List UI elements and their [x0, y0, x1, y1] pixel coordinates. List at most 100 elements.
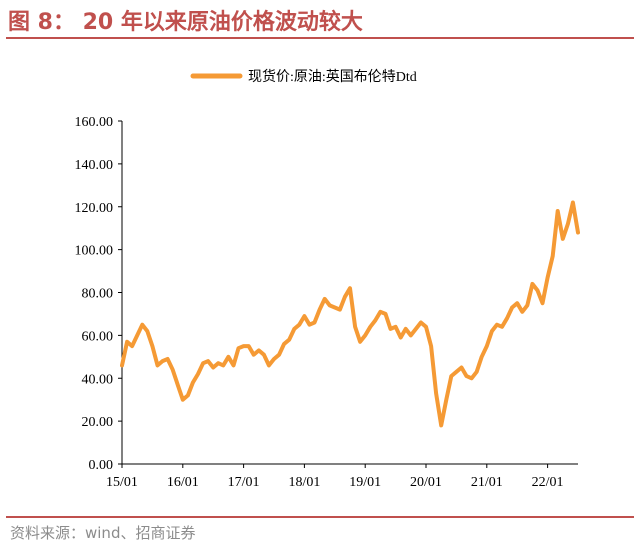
data-point [576, 231, 580, 234]
data-point [135, 333, 139, 337]
data-point [566, 222, 570, 226]
data-point [389, 327, 392, 331]
data-point [480, 355, 484, 359]
data-point [206, 359, 210, 363]
data-point [262, 353, 266, 357]
data-point [399, 336, 403, 339]
data-point [530, 282, 534, 286]
data-point [242, 344, 246, 348]
data-point [161, 359, 164, 363]
y-tick-label: 80.00 [82, 287, 114, 302]
data-point [495, 323, 499, 327]
data-point [475, 370, 479, 374]
data-point [571, 201, 575, 204]
data-point [226, 355, 230, 359]
data-point [546, 276, 550, 279]
data-point [449, 374, 453, 378]
data-point [257, 348, 261, 352]
data-point [191, 381, 195, 384]
data-point [348, 286, 352, 290]
figure-title: 图 8： 20 年以来原油价格波动较大 [8, 10, 363, 35]
data-point [237, 346, 240, 350]
data-point [434, 391, 438, 395]
data-point [454, 370, 458, 374]
chart-series [120, 200, 580, 428]
data-point [414, 327, 418, 331]
data-point [404, 327, 408, 331]
data-point [130, 344, 134, 348]
data-point [150, 344, 154, 348]
data-point [282, 342, 286, 346]
data-point [186, 393, 190, 397]
data-point [384, 312, 387, 316]
data-point [358, 340, 362, 344]
footer-divider [6, 516, 634, 518]
data-point [343, 295, 347, 299]
data-point [460, 366, 463, 369]
data-point [424, 325, 428, 329]
data-point [292, 327, 296, 331]
data-point [419, 321, 423, 324]
source-note: 资料来源：wind、招商证券 [10, 524, 196, 542]
x-tick-label: 21/01 [471, 475, 503, 490]
y-tick-label: 100.00 [75, 244, 114, 259]
y-tick-label: 40.00 [82, 372, 114, 387]
data-point [272, 357, 276, 361]
data-point [429, 344, 433, 348]
y-tick-label: 160.00 [75, 115, 114, 130]
title-divider [6, 37, 634, 39]
y-tick-label: 60.00 [82, 329, 114, 344]
data-point [353, 325, 357, 329]
data-point [510, 306, 514, 309]
y-tick-label: 20.00 [82, 415, 114, 430]
data-point [196, 372, 200, 376]
data-point [490, 329, 494, 333]
x-tick-label: 22/01 [532, 475, 564, 490]
y-tick-label: 0.00 [89, 458, 114, 473]
data-point [156, 363, 159, 367]
x-tick-label: 19/01 [349, 475, 381, 490]
data-point [277, 353, 281, 357]
data-point [166, 357, 170, 361]
data-point [232, 363, 235, 367]
data-point [302, 314, 306, 318]
data-point [465, 374, 468, 378]
data-point [145, 329, 149, 333]
data-point [561, 237, 565, 241]
data-point [287, 338, 291, 342]
data-point [140, 323, 144, 327]
chart-legend: 现货价:原油:英国布伦特Dtd [190, 68, 417, 85]
data-point [323, 297, 327, 301]
data-point [520, 310, 524, 314]
y-tick-label: 120.00 [75, 201, 114, 216]
data-point [500, 325, 504, 329]
series-line [120, 200, 580, 428]
data-point [247, 344, 251, 348]
x-tick-label: 18/01 [288, 475, 320, 490]
data-point [171, 368, 175, 372]
data-point [201, 361, 205, 365]
data-point [221, 363, 225, 367]
data-point [267, 363, 271, 367]
data-point [378, 310, 382, 314]
data-point [216, 361, 220, 365]
data-point [470, 376, 474, 380]
data-point [176, 383, 180, 387]
data-point [328, 303, 332, 307]
data-point [541, 301, 544, 305]
data-point [505, 316, 509, 320]
y-tick-label: 140.00 [75, 158, 114, 173]
data-point [333, 306, 337, 309]
legend-label: 现货价:原油:英国布伦特Dtd [248, 68, 417, 85]
data-point [125, 340, 129, 344]
data-point [439, 423, 443, 427]
data-point [485, 344, 489, 348]
data-point [409, 333, 413, 337]
data-point [318, 308, 322, 312]
data-point [444, 398, 448, 402]
x-tick-label: 17/01 [228, 475, 260, 490]
data-point [338, 308, 342, 312]
data-point [252, 353, 256, 357]
data-point [394, 325, 398, 329]
